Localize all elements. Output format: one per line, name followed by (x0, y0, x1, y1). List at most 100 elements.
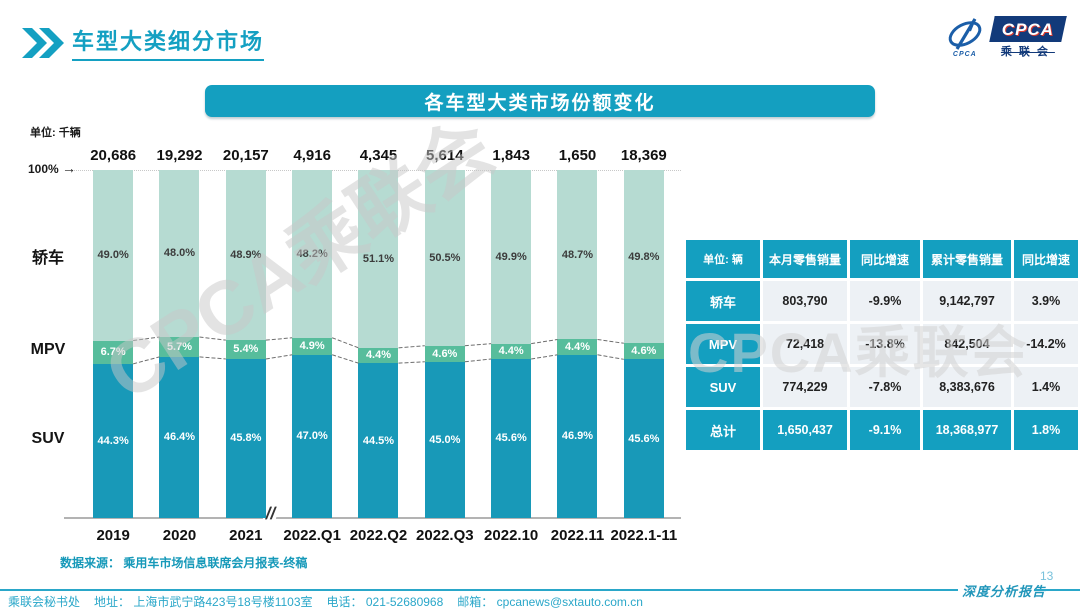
table-cell: 1.8% (1014, 410, 1078, 450)
bar-total-label: 4,916 (293, 147, 331, 164)
logo-caption: CPCA (952, 51, 977, 58)
x-axis-category-label: 2022.Q2 (349, 527, 408, 544)
bar-segment-mpv: 4.6% (424, 345, 465, 362)
bar-segment-sedan: 50.5% (424, 170, 465, 346)
segment-percent-label: 48.7% (561, 248, 594, 261)
table-cell: -9.9% (850, 281, 920, 321)
bar-total-label: 1,843 (492, 147, 530, 164)
bar-segment-mpv: 5.7% (159, 336, 200, 357)
table-cell: -14.2% (1014, 324, 1078, 364)
source-note: 数据来源： 乘用车市场信息联席会月报表-终稿 (60, 556, 308, 570)
segment-percent-label: 50.5% (429, 251, 461, 264)
bar-segment-sedan: 48.2% (292, 170, 333, 338)
bar-segment-suv: 46.4% (159, 356, 200, 518)
bar-segment-suv: 44.5% (358, 363, 399, 518)
bar-segment-suv: 47.0% (292, 354, 333, 518)
table-cell: 774,229 (763, 367, 847, 407)
bar-segment-suv: 45.0% (424, 361, 465, 518)
page-number: 13 (1040, 569, 1054, 583)
segment-percent-label: 4.4% (564, 341, 591, 354)
segment-percent-label: 44.3% (97, 434, 129, 447)
x-axis-category-label: 2022.1-11 (610, 527, 678, 544)
table-cell: -9.1% (850, 410, 920, 450)
segment-percent-label: 4.6% (631, 345, 657, 358)
bar-segment-suv: 45.6% (623, 359, 664, 518)
x-axis-category-label: 2021 (229, 527, 263, 544)
x-axis-category-label: 2019 (96, 527, 130, 544)
segment-percent-label: 49.8% (628, 250, 660, 263)
table-row-label: MPV (686, 324, 760, 364)
stacked-bar: 48.0% 5.7% 46.4% (159, 170, 200, 518)
segment-percent-label: 4.4% (498, 345, 524, 358)
x-axis-category-label: 2022.Q1 (283, 527, 341, 544)
table-cell: 18,368,977 (923, 410, 1011, 450)
bar-segment-mpv: 4.9% (292, 337, 333, 355)
table-header-cell: 单位: 辆 (686, 240, 760, 278)
table-cell: 842,504 (923, 324, 1011, 364)
segment-percent-label: 44.5% (362, 434, 395, 447)
segment-percent-label: 48.0% (163, 247, 196, 260)
segment-connector-lines (133, 336, 624, 365)
x-axis-line (64, 517, 681, 519)
bar-segment-suv: 45.6% (491, 358, 532, 518)
logo-box-text: CPCA (1001, 20, 1054, 39)
right-arrow-icon: → (62, 160, 76, 176)
table-header-cell: 本月零售销量 (763, 240, 847, 278)
bar-segment-mpv: 4.4% (491, 343, 532, 359)
bar-segment-mpv: 6.7% (93, 340, 134, 364)
stacked-bar: 50.5% 4.6% 45.0% (424, 170, 465, 518)
stacked-bar: 48.2% 4.9% 47.0% (292, 170, 333, 518)
stacked-bar-chart: 20,686 49.0% 6.7% 44.3% 2019 19,292 48.0% 5.7% 4… (74, 147, 681, 544)
table-row-label: 总计 (686, 410, 760, 450)
segment-percent-label: 5.4% (233, 343, 259, 356)
chart-title: 各车型大类市场份额变化 (424, 92, 656, 114)
bar-segment-mpv: 4.4% (557, 339, 598, 355)
segment-percent-label: 46.4% (163, 431, 196, 444)
stacked-bar: 48.7% 4.4% 46.9% (557, 170, 598, 518)
table-cell: -7.8% (850, 367, 920, 407)
stacked-bar: 51.1% 4.4% 44.5% (358, 170, 399, 518)
page-title: 车型大类细分市场 (72, 24, 265, 61)
table-header-cell: 累计零售销量 (923, 240, 1011, 278)
footer-divider-left (0, 589, 958, 591)
segment-percent-label: 49.0% (97, 249, 129, 262)
contact-footer: 乘联会秘书处 地址： 上海市武宁路423号18号楼1103室 电话： 021-5… (8, 593, 643, 610)
segment-percent-label: 48.9% (230, 249, 262, 261)
table-cell: 803,790 (763, 281, 847, 321)
page-header: 车型大类细分市场 (22, 24, 265, 61)
bar-segment-sedan: 48.7% (557, 170, 598, 340)
bar-total-label: 20,157 (222, 147, 269, 164)
bar-group: 18,369 49.8% 4.6% 45.6% 2022.1-11 (610, 147, 677, 544)
table-cell: 9,142,797 (923, 281, 1011, 321)
bar-group: 1,650 48.7% 4.4% 46.9% 2022.11 (544, 147, 610, 544)
bar-group: 5,614 50.5% 4.6% 45.0% 2022.Q3 (412, 147, 478, 544)
bar-segment-sedan: 49.8% (623, 170, 664, 344)
report-type-label: 深度分析报告 (962, 585, 1047, 600)
footer-email-link[interactable]: cpcanews@sxtauto.com.cn (496, 595, 643, 609)
table-cell: 1.4% (1014, 367, 1078, 407)
segment-percent-label: 46.9% (561, 430, 594, 443)
table-row-label: 轿车 (686, 281, 760, 321)
bar-group: 1,843 49.9% 4.4% 45.6% 2022.10 (478, 147, 544, 544)
bar-segment-suv: 46.9% (557, 354, 598, 518)
x-axis-category-label: 2022.Q3 (416, 527, 474, 544)
logo-box: CPCA (989, 16, 1067, 42)
table-header-cell: 同比增速 (1014, 240, 1078, 278)
x-axis-category-label: 2022.10 (484, 527, 539, 544)
bar-total-label: 4,345 (359, 147, 398, 164)
stacked-bar: 49.9% 4.4% 45.6% (491, 170, 532, 518)
table-cell: 1,650,437 (763, 410, 847, 450)
table-cell: 72,418 (763, 324, 847, 364)
bar-segment-sedan: 51.1% (358, 170, 399, 348)
bar-segment-sedan: 48.9% (225, 170, 266, 341)
bar-group: 4,916 48.2% 4.9% 47.0% 2022.Q1 (279, 147, 345, 544)
series-label-suv: SUV (31, 429, 65, 447)
stacked-bar: 48.9% 5.4% 45.8% (225, 170, 266, 518)
chart-title-banner: 各车型大类市场份额变化 (205, 85, 875, 117)
bar-segment-mpv: 5.4% (225, 340, 266, 359)
bar-segment-mpv: 4.6% (623, 343, 664, 360)
bar-segment-suv: 44.3% (93, 363, 134, 518)
bar-segment-suv: 45.8% (225, 358, 266, 518)
table-row-label: SUV (686, 367, 760, 407)
logo-subtext: 乘联会 (1000, 46, 1055, 58)
